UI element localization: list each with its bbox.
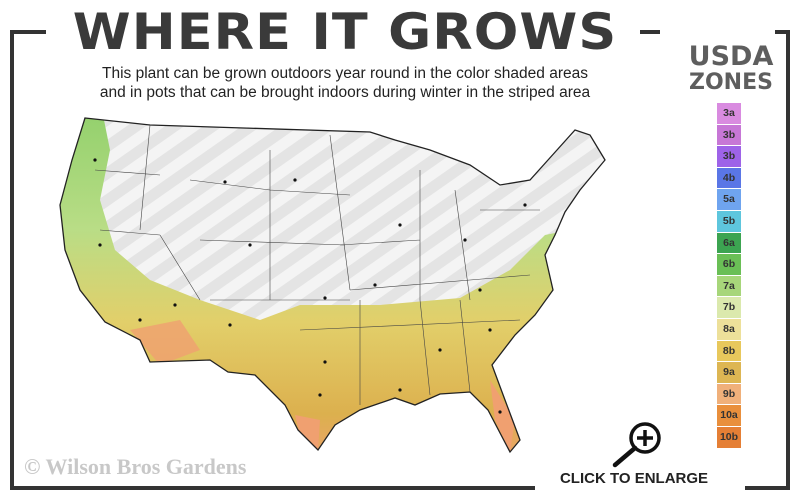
legend-zone-6b: 6b xyxy=(717,254,741,275)
subtitle: This plant can be grown outdoors year ro… xyxy=(50,64,640,102)
city-dots xyxy=(93,158,527,414)
legend-title-line-2: ZONES xyxy=(689,70,773,95)
legend-zone-3b: 3b xyxy=(717,146,741,167)
legend-zone-7a: 7a xyxy=(717,275,741,297)
legend-zone-8b: 8b xyxy=(717,340,741,362)
frame-top-right xyxy=(775,30,790,34)
legend-zone-8a: 8a xyxy=(717,318,741,340)
legend-zone-6a: 6a xyxy=(717,232,741,254)
state-borders xyxy=(94,124,540,405)
legend-zone-9a: 9a xyxy=(717,362,741,383)
legend-zone-3b: 3b xyxy=(717,124,741,146)
click-to-enlarge-button[interactable]: CLICK TO ENLARGE xyxy=(559,470,709,487)
legend-zone-9b: 9b xyxy=(717,383,741,405)
frame-right xyxy=(786,30,790,490)
legend-zone-10a: 10a xyxy=(717,405,741,426)
legend-zone-5a: 5a xyxy=(717,189,741,210)
copyright-watermark: © Wilson Bros Gardens xyxy=(24,454,247,479)
legend-zone-10b: 10b xyxy=(717,426,741,448)
subtitle-line-2: and in pots that can be brought indoors … xyxy=(99,84,591,101)
legend-zone-5b: 5b xyxy=(717,210,741,232)
legend-title-line-1: USDA xyxy=(688,41,774,72)
legend-zone-4b: 4b xyxy=(717,167,741,189)
frame-top-left xyxy=(10,30,46,34)
usda-zone-legend: 3a 3b 3b 4b 5a 5b 6a 6b 7a 7b 8a 8b 9a 9b 10a 10b xyxy=(717,103,741,449)
frame-top-mid xyxy=(640,30,660,34)
us-hardiness-map[interactable] xyxy=(0,0,680,470)
zoom-in-magnifier-icon[interactable] xyxy=(605,420,667,468)
frame-left xyxy=(10,30,14,490)
page-title: WHERE IT GROWS xyxy=(72,3,618,61)
frame-bottom-left xyxy=(10,486,535,490)
frame-bottom-right xyxy=(745,486,790,490)
legend-title: USDA ZONES xyxy=(676,41,786,96)
legend-zone-7b: 7b xyxy=(717,297,741,318)
legend-zone-3a: 3a xyxy=(717,103,741,124)
subtitle-line-1: This plant can be grown outdoors year ro… xyxy=(102,65,588,82)
